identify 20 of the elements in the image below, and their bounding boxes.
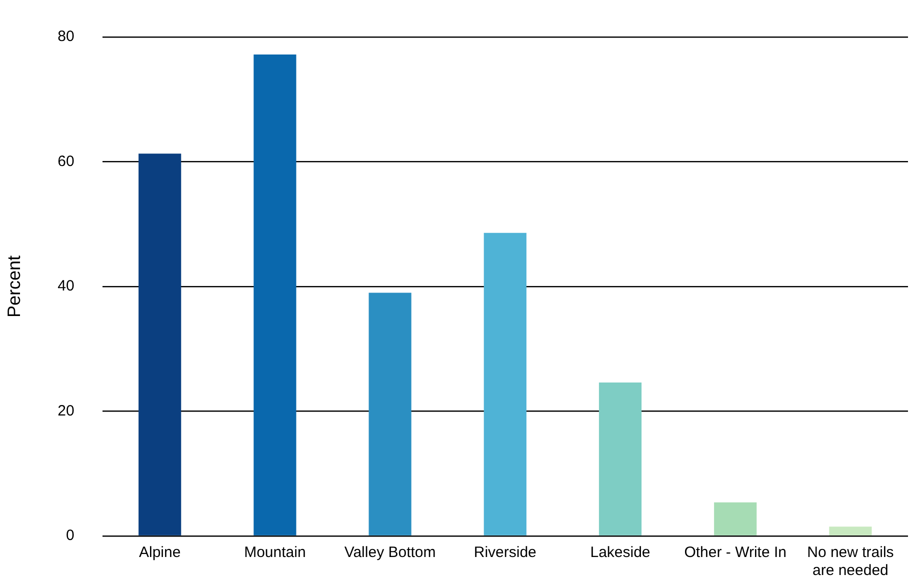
- y-tick-label: 80: [58, 28, 74, 46]
- x-tick-label: Other - Write In: [684, 544, 786, 562]
- y-tick-label: 0: [66, 527, 74, 544]
- y-tick-label: 20: [58, 402, 74, 420]
- bar: [829, 526, 872, 536]
- bar: [484, 232, 526, 536]
- y-axis-title: Percent: [4, 255, 24, 318]
- bar: [598, 382, 642, 536]
- x-tick-label: Valley Bottom: [344, 544, 436, 562]
- bar: [368, 292, 412, 536]
- x-tick-label: Alpine: [138, 544, 181, 562]
- x-tick-label: Mountain: [244, 544, 306, 562]
- x-tick-label: Riverside: [474, 544, 536, 562]
- x-tick-label: No new trails are needed: [807, 544, 894, 580]
- x-tick-label: Lakeside: [590, 544, 650, 562]
- y-tick-label: 60: [58, 152, 74, 170]
- bar: [714, 502, 757, 536]
- bar: [138, 154, 182, 536]
- bar: [254, 54, 296, 536]
- y-tick-label: 40: [58, 278, 74, 295]
